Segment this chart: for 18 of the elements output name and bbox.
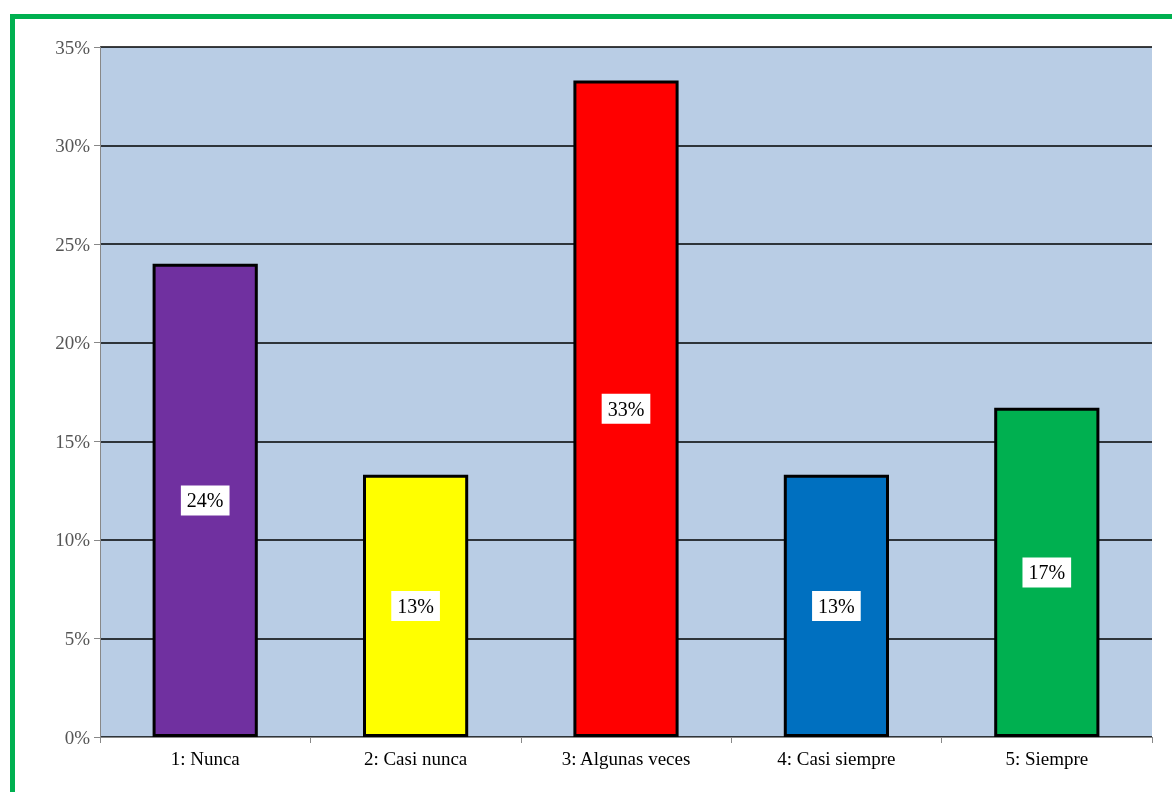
y-tick-label: 0% (64, 726, 91, 748)
x-tick-label: 5: Siempre (1005, 748, 1089, 769)
y-tick-label: 30% (55, 135, 91, 157)
x-tick-label: 1: Nunca (170, 748, 241, 769)
y-tick-label: 20% (55, 332, 91, 354)
y-tick-label: 5% (64, 627, 91, 649)
y-tick-label: 15% (55, 430, 91, 452)
y-tick-label: 25% (55, 233, 91, 255)
data-label: 13% (818, 594, 855, 617)
y-tick-label: 35% (55, 36, 91, 58)
y-tick-label: 10% (55, 529, 91, 551)
data-label: 13% (397, 594, 434, 617)
x-tick-label: 4: Casi siempre (777, 748, 896, 769)
x-tick-label: 2: Casi nunca (363, 748, 468, 769)
data-label: 24% (186, 489, 224, 512)
data-label: 17% (1028, 561, 1066, 584)
data-label: 33% (607, 397, 645, 420)
x-tick-label: 3: Algunas veces (561, 748, 691, 769)
